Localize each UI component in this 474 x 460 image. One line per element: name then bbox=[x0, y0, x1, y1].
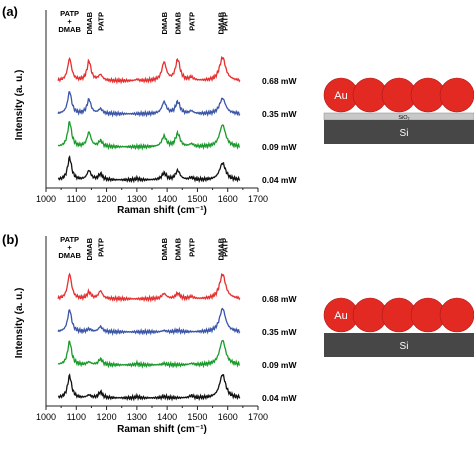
peak-annotation: DMAB bbox=[160, 11, 169, 34]
spectrum-line-009 bbox=[57, 339, 240, 369]
peak-annotation: PATP bbox=[97, 12, 106, 31]
y-axis-label: Intensity (a. u.) bbox=[14, 70, 25, 141]
series-label: 0.04 mW bbox=[262, 393, 297, 403]
x-tick-label: 1600 bbox=[218, 412, 238, 422]
si-substrate bbox=[324, 333, 474, 357]
spectrum-line-068 bbox=[57, 272, 241, 303]
peak-annotation: PATP bbox=[97, 238, 106, 257]
peak-annotation: DMAB bbox=[85, 11, 94, 34]
au-label: Au bbox=[334, 90, 347, 102]
au-particle bbox=[439, 77, 474, 113]
x-axis-label: Raman shift (cm⁻¹) bbox=[117, 424, 207, 435]
spectrum-line-035 bbox=[57, 307, 241, 336]
peak-annotation: PATP bbox=[187, 238, 196, 257]
peak-annotation: PATP bbox=[187, 12, 196, 31]
peak-annotation: + bbox=[67, 17, 72, 26]
x-tick-label: 1200 bbox=[97, 194, 117, 204]
x-tick-label: 1500 bbox=[187, 194, 207, 204]
x-tick-label: 1000 bbox=[36, 194, 56, 204]
peak-annotation: PATP bbox=[221, 238, 230, 257]
x-tick-label: 1100 bbox=[67, 412, 86, 422]
spectrum-line-035 bbox=[57, 91, 241, 118]
series-label: 0.68 mW bbox=[262, 76, 297, 86]
peak-annotation: + bbox=[67, 243, 72, 252]
x-tick-label: 1000 bbox=[36, 412, 56, 422]
x-tick-label: 1500 bbox=[187, 412, 207, 422]
panel-label: (b) bbox=[2, 232, 19, 247]
substrate-inset: Au SiO₂ Si bbox=[323, 77, 474, 144]
spectrum-line-004 bbox=[57, 373, 241, 402]
peak-annotation: DMAB bbox=[174, 237, 183, 260]
series-label: 0.04 mW bbox=[262, 175, 297, 185]
si-substrate bbox=[324, 120, 474, 144]
peak-annotation: DMAB bbox=[160, 237, 169, 260]
y-axis-label: Intensity (a. u.) bbox=[14, 288, 25, 359]
peak-annotation: DMAB bbox=[58, 251, 81, 260]
x-tick-label: 1300 bbox=[127, 194, 147, 204]
x-tick-label: 1200 bbox=[97, 412, 117, 422]
sio2-label: SiO₂ bbox=[398, 115, 409, 121]
si-label: Si bbox=[400, 341, 409, 352]
panel-b: (b) Intensity (a. u.) 1000 1100 1200 1300 1400… bbox=[2, 232, 474, 435]
substrate-inset: Au Si bbox=[323, 297, 474, 357]
peak-annotation: DMAB bbox=[217, 11, 226, 34]
x-axis-label: Raman shift (cm⁻¹) bbox=[117, 205, 207, 216]
peak-annotation: PATP bbox=[221, 12, 230, 31]
series-label: 0.68 mW bbox=[262, 294, 297, 304]
x-tick-label: 1700 bbox=[248, 194, 268, 204]
au-particle bbox=[439, 297, 474, 333]
peak-annotation: PATP bbox=[60, 235, 79, 244]
peak-annotation: DMAB bbox=[217, 237, 226, 260]
spectrum-line-009 bbox=[57, 120, 240, 151]
spectrum-line-004 bbox=[57, 155, 241, 184]
x-tick-label: 1700 bbox=[248, 412, 268, 422]
panel-label: (a) bbox=[2, 4, 18, 19]
x-tick-label: 1400 bbox=[157, 412, 177, 422]
peak-annotation: DMAB bbox=[85, 237, 94, 260]
panel-a: (a) Intensity (a. u.) 1000 1100 1200 1300 1400… bbox=[2, 4, 474, 216]
series-label: 0.09 mW bbox=[262, 360, 297, 370]
series-label: 0.35 mW bbox=[262, 327, 297, 337]
si-label: Si bbox=[400, 128, 409, 139]
x-tick-label: 1400 bbox=[157, 194, 177, 204]
peak-annotation: PATP bbox=[60, 9, 79, 18]
spectrum-line-068 bbox=[57, 56, 241, 85]
x-tick-label: 1600 bbox=[218, 194, 238, 204]
series-label: 0.35 mW bbox=[262, 109, 297, 119]
peak-annotation: DMAB bbox=[58, 25, 81, 34]
x-tick-label: 1300 bbox=[127, 412, 147, 422]
series-label: 0.09 mW bbox=[262, 142, 297, 152]
au-label: Au bbox=[334, 310, 347, 322]
peak-annotation: DMAB bbox=[174, 11, 183, 34]
x-tick-label: 1100 bbox=[67, 194, 86, 204]
